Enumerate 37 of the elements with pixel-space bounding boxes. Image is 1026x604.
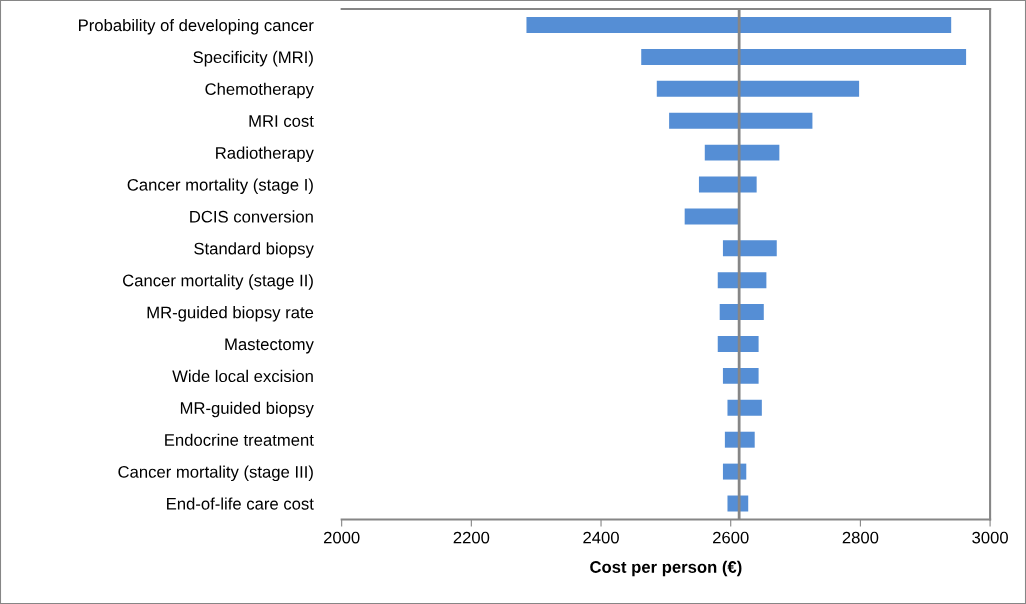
bar (698, 176, 757, 193)
y-tick-label: Standard biopsy (194, 242, 314, 258)
y-tick-label: Chemotherapy (205, 82, 314, 99)
x-tick-label: 3000 (972, 531, 1008, 544)
bar (724, 431, 755, 448)
x-axis-title: Cost per person (€) (590, 560, 742, 577)
y-tick-label: DCIS conversion (190, 210, 313, 223)
bar (704, 144, 780, 161)
bar (641, 48, 967, 65)
bar (727, 399, 762, 416)
bar (722, 367, 759, 384)
x-tick-label: 2800 (842, 531, 879, 544)
y-tick-label: Cancer mortality (stage II) (123, 274, 313, 290)
y-tick-label: Specificity (MRI) (193, 50, 313, 67)
bar (717, 272, 767, 289)
bar (669, 112, 813, 129)
bar (684, 208, 740, 225)
bar (656, 80, 860, 97)
y-tick-label: MR-guided biopsy (180, 401, 314, 418)
y-tick-label: Endocrine treatment (165, 433, 314, 446)
y-tick-label: Radiotherapy (216, 146, 314, 163)
x-tick-label: 2400 (583, 531, 619, 544)
y-tick-label: Cancer mortality (stage I) (127, 178, 313, 194)
bar (717, 336, 759, 352)
x-tick-label: 2200 (453, 531, 490, 544)
y-tick-label: End-of-life care cost (167, 497, 314, 510)
x-tick-label: 2000 (323, 531, 360, 544)
y-tick-label: Probability of developing cancer (79, 18, 314, 35)
y-tick-label: Cancer mortality (stage III) (118, 465, 313, 482)
bar (722, 240, 777, 257)
bar (526, 17, 952, 33)
y-tick-label: Mastectomy (225, 338, 314, 354)
bar (719, 304, 764, 321)
y-tick-label: Wide local excision (172, 369, 313, 383)
y-tick-label: MR-guided biopsy rate (147, 306, 314, 322)
x-tick-label: 2600 (713, 531, 749, 544)
y-tick-label: MRI cost (249, 115, 314, 127)
